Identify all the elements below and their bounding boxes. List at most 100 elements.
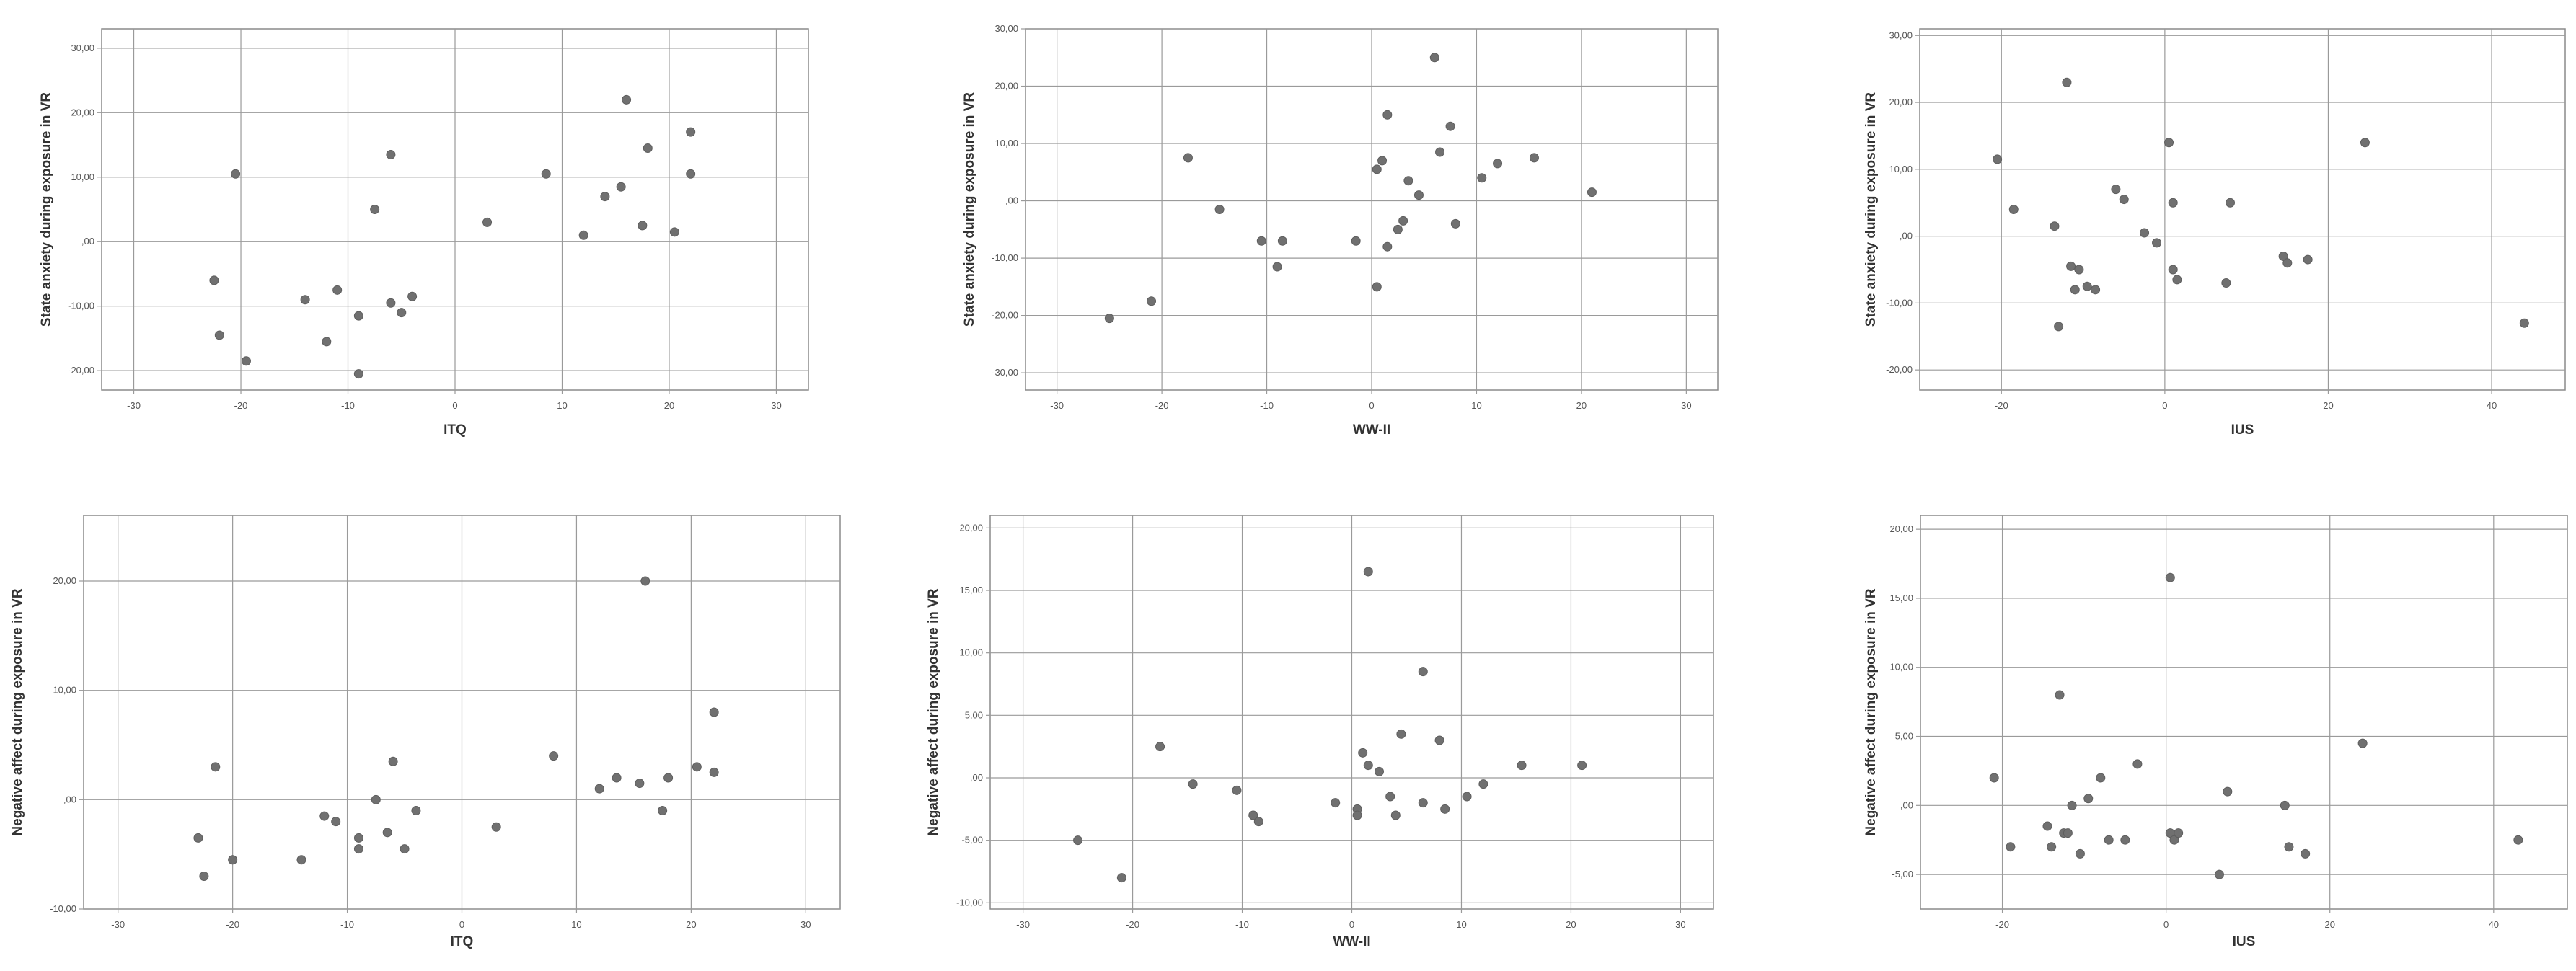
chart-3-x-tick-label: -30 <box>111 919 125 930</box>
scatter-wwii-negative-affect: -30 -20 -10 0 10 20 30 -10,00 -5,00 ,00 5,00 10,00 1… <box>926 515 1714 949</box>
chart-5-data-point <box>2223 786 2233 797</box>
chart-0-data-point <box>407 291 418 301</box>
chart-4-data-point <box>1517 761 1527 771</box>
chart-4-data-point <box>1577 761 1587 771</box>
chart-0-x-tick-label: -20 <box>234 400 248 411</box>
chart-4-data-point <box>1116 873 1126 883</box>
chart-5-x-tick-label: 40 <box>2489 919 2499 930</box>
chart-1-y-tick-label: 10,00 <box>994 138 1018 148</box>
chart-4-data-point <box>1363 761 1373 771</box>
chart-5-y-tick-label: 15,00 <box>1889 593 1913 603</box>
chart-1-data-point <box>1377 156 1388 166</box>
chart-0-data-point <box>332 285 343 295</box>
chart-5-y-tick-label: 20,00 <box>1889 523 1913 534</box>
chart-1-x-tick-label: -10 <box>1260 400 1274 411</box>
chart-3-data-point <box>371 794 381 804</box>
chart-4-data-point <box>1418 667 1428 677</box>
chart-2-data-point <box>2054 322 2064 332</box>
chart-4-data-point <box>1396 729 1406 739</box>
chart-3-x-tick-label: -10 <box>340 919 354 930</box>
chart-3-data-point <box>663 773 674 783</box>
chart-2-x-tick-label: 20 <box>2323 400 2333 411</box>
chart-3-data-point <box>640 576 650 586</box>
chart-2-data-point <box>2119 195 2129 205</box>
chart-3-data-point <box>612 773 622 783</box>
chart-5-x-tick-label: 20 <box>2324 919 2334 930</box>
chart-4-data-point <box>1248 810 1258 820</box>
chart-2-data-point <box>2164 138 2174 148</box>
chart-2-data-point <box>2168 198 2178 208</box>
chart-4-y-tick-label: ,00 <box>970 772 983 783</box>
chart-2-y-axis-label: State anxiety during exposure in VR <box>1863 92 1879 327</box>
chart-0-data-point <box>622 94 632 105</box>
chart-1-y-tick-label: -20,00 <box>992 310 1018 321</box>
chart-0-data-point <box>241 356 251 366</box>
chart-5-data-point <box>2042 821 2052 831</box>
chart-4-x-tick-label: -20 <box>1126 919 1139 930</box>
chart-3-data-point <box>319 811 330 821</box>
chart-5-y-tick-label: 5,00 <box>1895 731 1913 742</box>
chart-0-data-point <box>209 275 219 285</box>
chart-1-data-point <box>1147 296 1157 306</box>
chart-4-data-point <box>1358 748 1368 758</box>
chart-2-y-tick-label: 20,00 <box>1889 97 1913 107</box>
chart-3-data-point <box>211 762 221 772</box>
chart-0-data-point <box>578 230 588 240</box>
chart-4-y-tick-label: 10,00 <box>959 647 983 658</box>
chart-1-y-tick-label: 30,00 <box>994 23 1018 34</box>
chart-4-data-point <box>1331 798 1341 808</box>
chart-1-x-tick-label: -20 <box>1155 400 1169 411</box>
chart-0-x-tick-label: -30 <box>127 400 141 411</box>
chart-0-data-point <box>482 217 493 227</box>
chart-4-data-point <box>1478 779 1488 789</box>
chart-3-data-point <box>709 767 719 777</box>
chart-0-x-tick-label: -10 <box>341 400 355 411</box>
chart-2-x-tick-label: -20 <box>1995 400 2008 411</box>
chart-2-y-tick-label: ,00 <box>1900 231 1913 241</box>
chart-1-y-tick-label: -30,00 <box>992 367 1018 378</box>
chart-1-y-tick-label: ,00 <box>1005 195 1018 206</box>
chart-5-data-point <box>2169 835 2179 845</box>
chart-0-data-point <box>686 127 696 137</box>
chart-5-data-point <box>2165 572 2175 582</box>
chart-2-y-tick-label: 10,00 <box>1889 164 1913 174</box>
chart-1-x-tick-label: -30 <box>1050 400 1064 411</box>
chart-4-x-tick-label: -10 <box>1235 919 1249 930</box>
chart-3-y-tick-label: ,00 <box>63 794 76 804</box>
chart-5-data-point <box>2104 835 2114 845</box>
chart-1-data-point <box>1398 216 1408 226</box>
chart-1-data-point <box>1587 187 1597 198</box>
chart-2-data-point <box>2070 285 2080 295</box>
chart-4-data-point <box>1188 779 1198 789</box>
chart-4-y-tick-label: -10,00 <box>956 897 983 908</box>
chart-1-data-point <box>1382 241 1393 252</box>
chart-2-data-point <box>2152 238 2162 248</box>
chart-4-data-point <box>1390 810 1401 820</box>
chart-2-data-point <box>2062 77 2072 87</box>
chart-4-data-point <box>1232 785 1242 795</box>
chart-0-y-axis-label: State anxiety during exposure in VR <box>39 92 54 327</box>
chart-0-y-tick-label: 20,00 <box>71 107 94 118</box>
chart-0-y-tick-label: -10,00 <box>68 301 94 311</box>
chart-4-y-tick-label: 5,00 <box>965 709 983 720</box>
chart-2-data-point <box>2111 185 2121 195</box>
chart-1-x-tick-label: 20 <box>1576 400 1587 411</box>
chart-5-data-point <box>2301 848 2311 859</box>
chart-2-data-point <box>2360 138 2370 148</box>
chart-2-x-axis-label: IUS <box>2231 422 2254 438</box>
chart-5-data-point <box>2067 800 2077 810</box>
chart-3-data-point <box>353 833 363 843</box>
chart-2-y-tick-label: 30,00 <box>1889 30 1913 40</box>
chart-1-data-point <box>1256 236 1266 246</box>
chart-3-data-point <box>228 855 238 865</box>
scatter-itq-negative-affect: -30 -20 -10 0 10 20 30 -10,00 ,00 10,00 20,00 ITQ Ne… <box>10 515 841 949</box>
chart-1-data-point <box>1272 262 1282 272</box>
chart-4-y-tick-label: 20,00 <box>959 522 983 533</box>
chart-1-x-tick-label: 10 <box>1471 400 1481 411</box>
chart-0-data-point <box>214 330 224 340</box>
chart-2-data-point <box>2221 278 2231 288</box>
chart-1-y-tick-label: -10,00 <box>992 252 1018 263</box>
chart-5-data-point <box>2063 828 2073 838</box>
chart-5-data-point <box>2513 835 2523 845</box>
chart-3-data-point <box>549 751 559 761</box>
